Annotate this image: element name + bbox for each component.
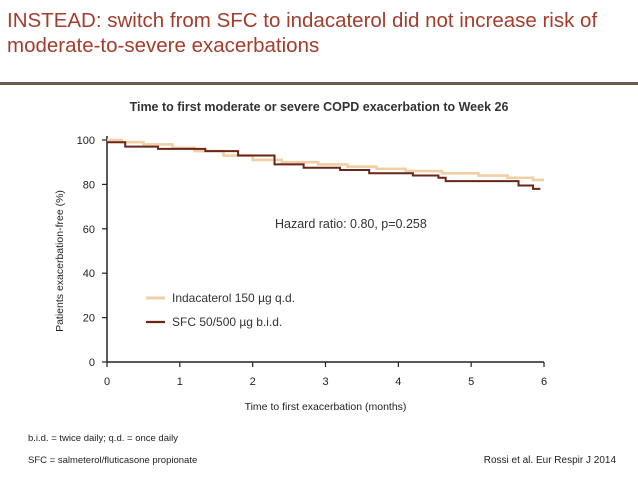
y-tick-label: 20 xyxy=(83,313,95,325)
chart-title: Time to first moderate or severe COPD ex… xyxy=(129,100,509,114)
x-tick-label: 4 xyxy=(395,376,401,388)
x-tick-label: 6 xyxy=(541,376,547,388)
x-tick-label: 5 xyxy=(468,376,474,388)
y-tick-label: 80 xyxy=(83,179,95,191)
footnote-sfc: SFC = salmeterol/fluticasone propionate xyxy=(28,455,198,466)
y-tick-label: 40 xyxy=(83,268,95,280)
slide-title: INSTEAD: switch from SFC to indacaterol … xyxy=(7,9,598,57)
x-tick-label: 3 xyxy=(322,376,328,388)
series-lines xyxy=(107,138,544,190)
x-tick-label: 1 xyxy=(177,376,183,388)
x-tick-label: 2 xyxy=(250,376,256,388)
citation: Rossi et al. Eur Respir J 2014 xyxy=(483,455,616,466)
y-tick-label: 60 xyxy=(83,224,95,236)
legend-label-2: SFC 50/500 µg b.i.d. xyxy=(172,315,282,329)
x-tick-label: 0 xyxy=(104,376,110,388)
footnote-abbreviations: b.i.d. = twice daily; q.d. = once daily xyxy=(28,433,178,444)
x-axis-label: Time to first exacerbation (months) xyxy=(245,401,407,413)
y-axis-label: Patients exacerbation-free (%) xyxy=(54,190,66,332)
legend-label-1: Indacaterol 150 µg q.d. xyxy=(172,291,295,305)
y-tick-label: 100 xyxy=(77,135,95,147)
series-line-1 xyxy=(107,138,544,182)
title-divider xyxy=(0,82,638,85)
chart-axes: 0 20 40 60 80 100 0 1 2 3 4 5 6 Time to first exacerb… xyxy=(54,135,547,413)
hazard-ratio-annotation: Hazard ratio: 0.80, p=0.258 xyxy=(275,217,427,231)
series-line-2 xyxy=(107,141,541,190)
y-tick-label: 0 xyxy=(89,357,95,369)
chart-legend: Indacaterol 150 µg q.d. SFC 50/500 µg b.i… xyxy=(146,291,295,329)
